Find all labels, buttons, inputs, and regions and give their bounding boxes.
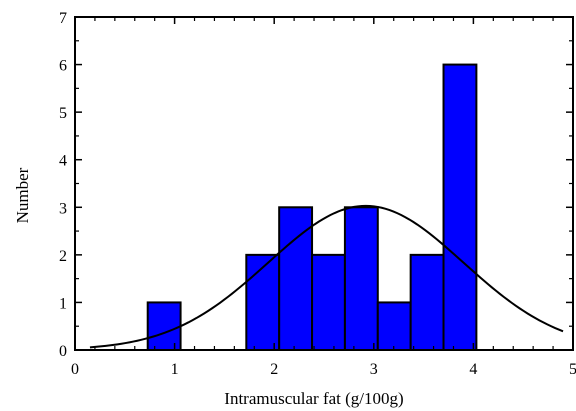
y-tick-label-0: 0 xyxy=(59,343,67,360)
histogram-bar-5 xyxy=(376,301,412,351)
x-axis-label: Intramuscular fat (g/100g) xyxy=(224,389,403,408)
histogram-bar-6 xyxy=(409,253,445,352)
histogram-bar-0 xyxy=(146,301,182,351)
y-tick-label-3: 3 xyxy=(59,200,67,217)
histogram-bar-1 xyxy=(245,253,281,352)
bars-group xyxy=(146,63,478,352)
histogram-bar-4 xyxy=(343,206,379,351)
y-tick-label-1: 1 xyxy=(59,295,67,312)
x-tick-label-0: 0 xyxy=(71,361,79,378)
y-tick-label-4: 4 xyxy=(59,153,67,170)
histogram-bar-7 xyxy=(442,63,478,351)
histogram-bar-3 xyxy=(311,253,346,352)
x-tick-label-4: 4 xyxy=(469,361,477,378)
normal-curve xyxy=(89,204,564,349)
x-tick-label-5: 5 xyxy=(569,361,576,378)
x-tick-label-2: 2 xyxy=(270,361,278,378)
y-axis-label: Number xyxy=(13,167,32,223)
ticks-group: 0 1 2 3 4 5 0 1 2 3 4 5 6 7 xyxy=(59,10,576,378)
y-tick-label-6: 6 xyxy=(59,58,67,75)
x-tick-label-1: 1 xyxy=(171,361,179,378)
y-tick-label-7: 7 xyxy=(59,10,67,27)
y-tick-label-2: 2 xyxy=(59,248,67,265)
x-tick-label-3: 3 xyxy=(370,361,378,378)
y-tick-label-5: 5 xyxy=(59,105,67,122)
